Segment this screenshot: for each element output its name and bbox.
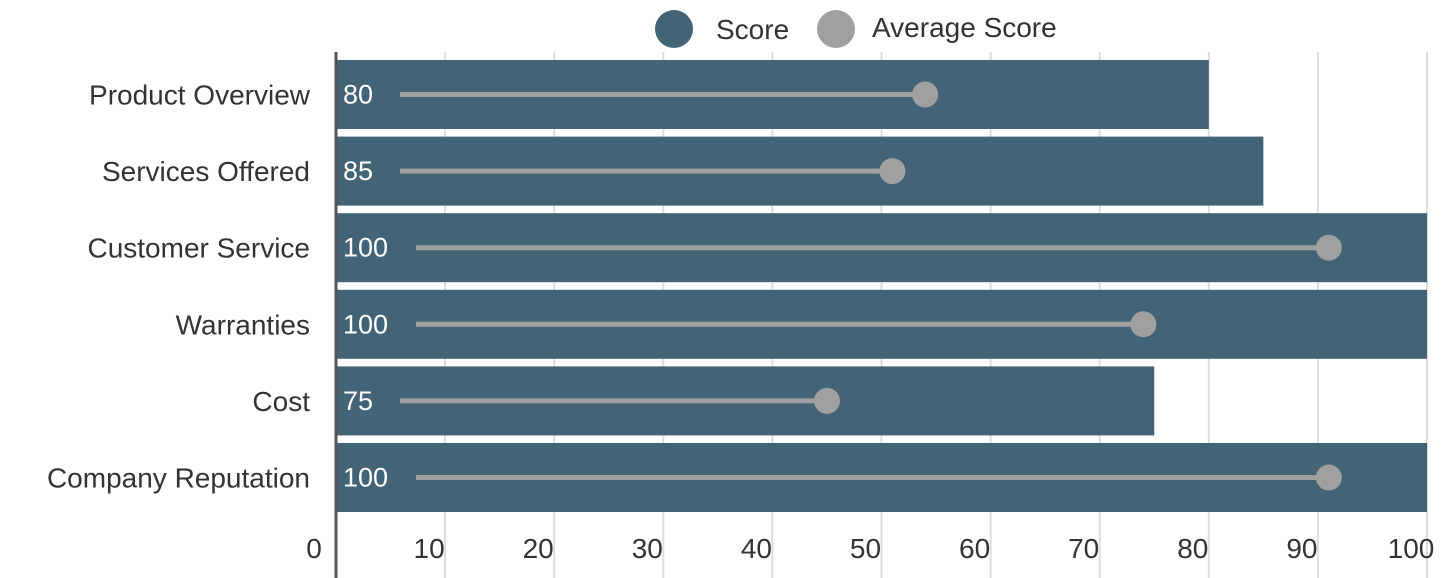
legend-score-swatch <box>655 10 693 48</box>
score-data-label: 75 <box>343 386 373 416</box>
category-label: Services Offered <box>102 156 310 187</box>
category-labels: Product Overview Services Offered Customer… <box>47 80 311 494</box>
average-score-point <box>1130 311 1157 338</box>
average-score-markers <box>400 81 1342 491</box>
average-score-point <box>1315 234 1342 261</box>
category-label: Company Reputation <box>47 463 310 494</box>
data-labels: 80 85 100 100 75 100 <box>343 80 388 493</box>
average-score-point <box>813 387 840 414</box>
x-tick-label: 10 <box>414 533 445 564</box>
x-tick-label: 70 <box>1068 533 1099 564</box>
legend: Score Average Score <box>655 10 1057 48</box>
x-tick-label: 20 <box>523 533 554 564</box>
x-tick-label: 60 <box>959 533 990 564</box>
x-tick-labels: 0 10 20 30 40 50 60 70 80 90 100 <box>306 533 1434 564</box>
x-tick-label: 30 <box>632 533 663 564</box>
category-label: Product Overview <box>89 80 311 111</box>
score-data-label: 80 <box>343 80 373 110</box>
score-data-label: 100 <box>343 309 388 339</box>
legend-average-swatch <box>817 10 855 48</box>
legend-average-label: Average Score <box>872 12 1057 43</box>
x-tick-label: 40 <box>741 533 772 564</box>
legend-score-label: Score <box>716 14 789 45</box>
x-tick-label: 80 <box>1177 533 1208 564</box>
category-label: Warranties <box>176 309 310 340</box>
category-label: Customer Service <box>87 233 310 264</box>
average-score-point <box>879 158 906 185</box>
score-data-label: 85 <box>343 156 373 186</box>
category-label: Cost <box>252 386 310 417</box>
average-score-point <box>1315 464 1342 491</box>
x-tick-label: 100 <box>1388 533 1435 564</box>
score-data-label: 100 <box>343 463 388 493</box>
score-data-label: 100 <box>343 233 388 263</box>
average-score-point <box>912 81 939 108</box>
x-tick-label: 90 <box>1286 533 1317 564</box>
x-tick-label: 50 <box>850 533 881 564</box>
x-tick-label: 0 <box>306 533 322 564</box>
